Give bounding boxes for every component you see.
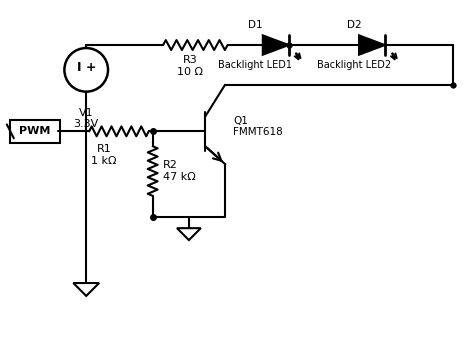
- Polygon shape: [263, 35, 289, 55]
- FancyBboxPatch shape: [10, 120, 60, 143]
- Text: Backlight LED1: Backlight LED1: [218, 60, 292, 70]
- Text: R2
47 kΩ: R2 47 kΩ: [163, 160, 195, 182]
- Text: V1
3.3V: V1 3.3V: [73, 107, 99, 129]
- Text: D2: D2: [347, 20, 361, 30]
- Text: R3
10 Ω: R3 10 Ω: [177, 55, 203, 76]
- Text: Backlight LED2: Backlight LED2: [317, 60, 391, 70]
- Text: Q1
FMMT618: Q1 FMMT618: [233, 116, 283, 137]
- Polygon shape: [359, 35, 385, 55]
- Text: I +: I +: [77, 61, 97, 74]
- Text: D1: D1: [247, 20, 262, 30]
- Text: R1
1 kΩ: R1 1 kΩ: [91, 144, 117, 166]
- Text: PWM: PWM: [19, 126, 51, 136]
